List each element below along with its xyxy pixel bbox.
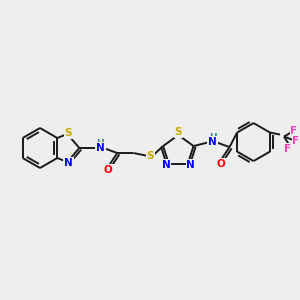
- Text: S: S: [64, 128, 72, 138]
- Text: N: N: [161, 160, 170, 170]
- Text: N: N: [208, 137, 217, 147]
- Text: N: N: [64, 158, 73, 168]
- Text: H: H: [209, 133, 216, 142]
- Text: S: S: [175, 127, 182, 137]
- Text: O: O: [216, 159, 225, 169]
- Text: N: N: [186, 160, 195, 170]
- Text: F: F: [284, 144, 292, 154]
- Text: F: F: [290, 126, 298, 136]
- Text: S: S: [147, 151, 154, 161]
- Text: N: N: [96, 143, 105, 153]
- Text: F: F: [292, 136, 300, 146]
- Text: O: O: [104, 165, 113, 175]
- Text: H: H: [97, 139, 104, 148]
